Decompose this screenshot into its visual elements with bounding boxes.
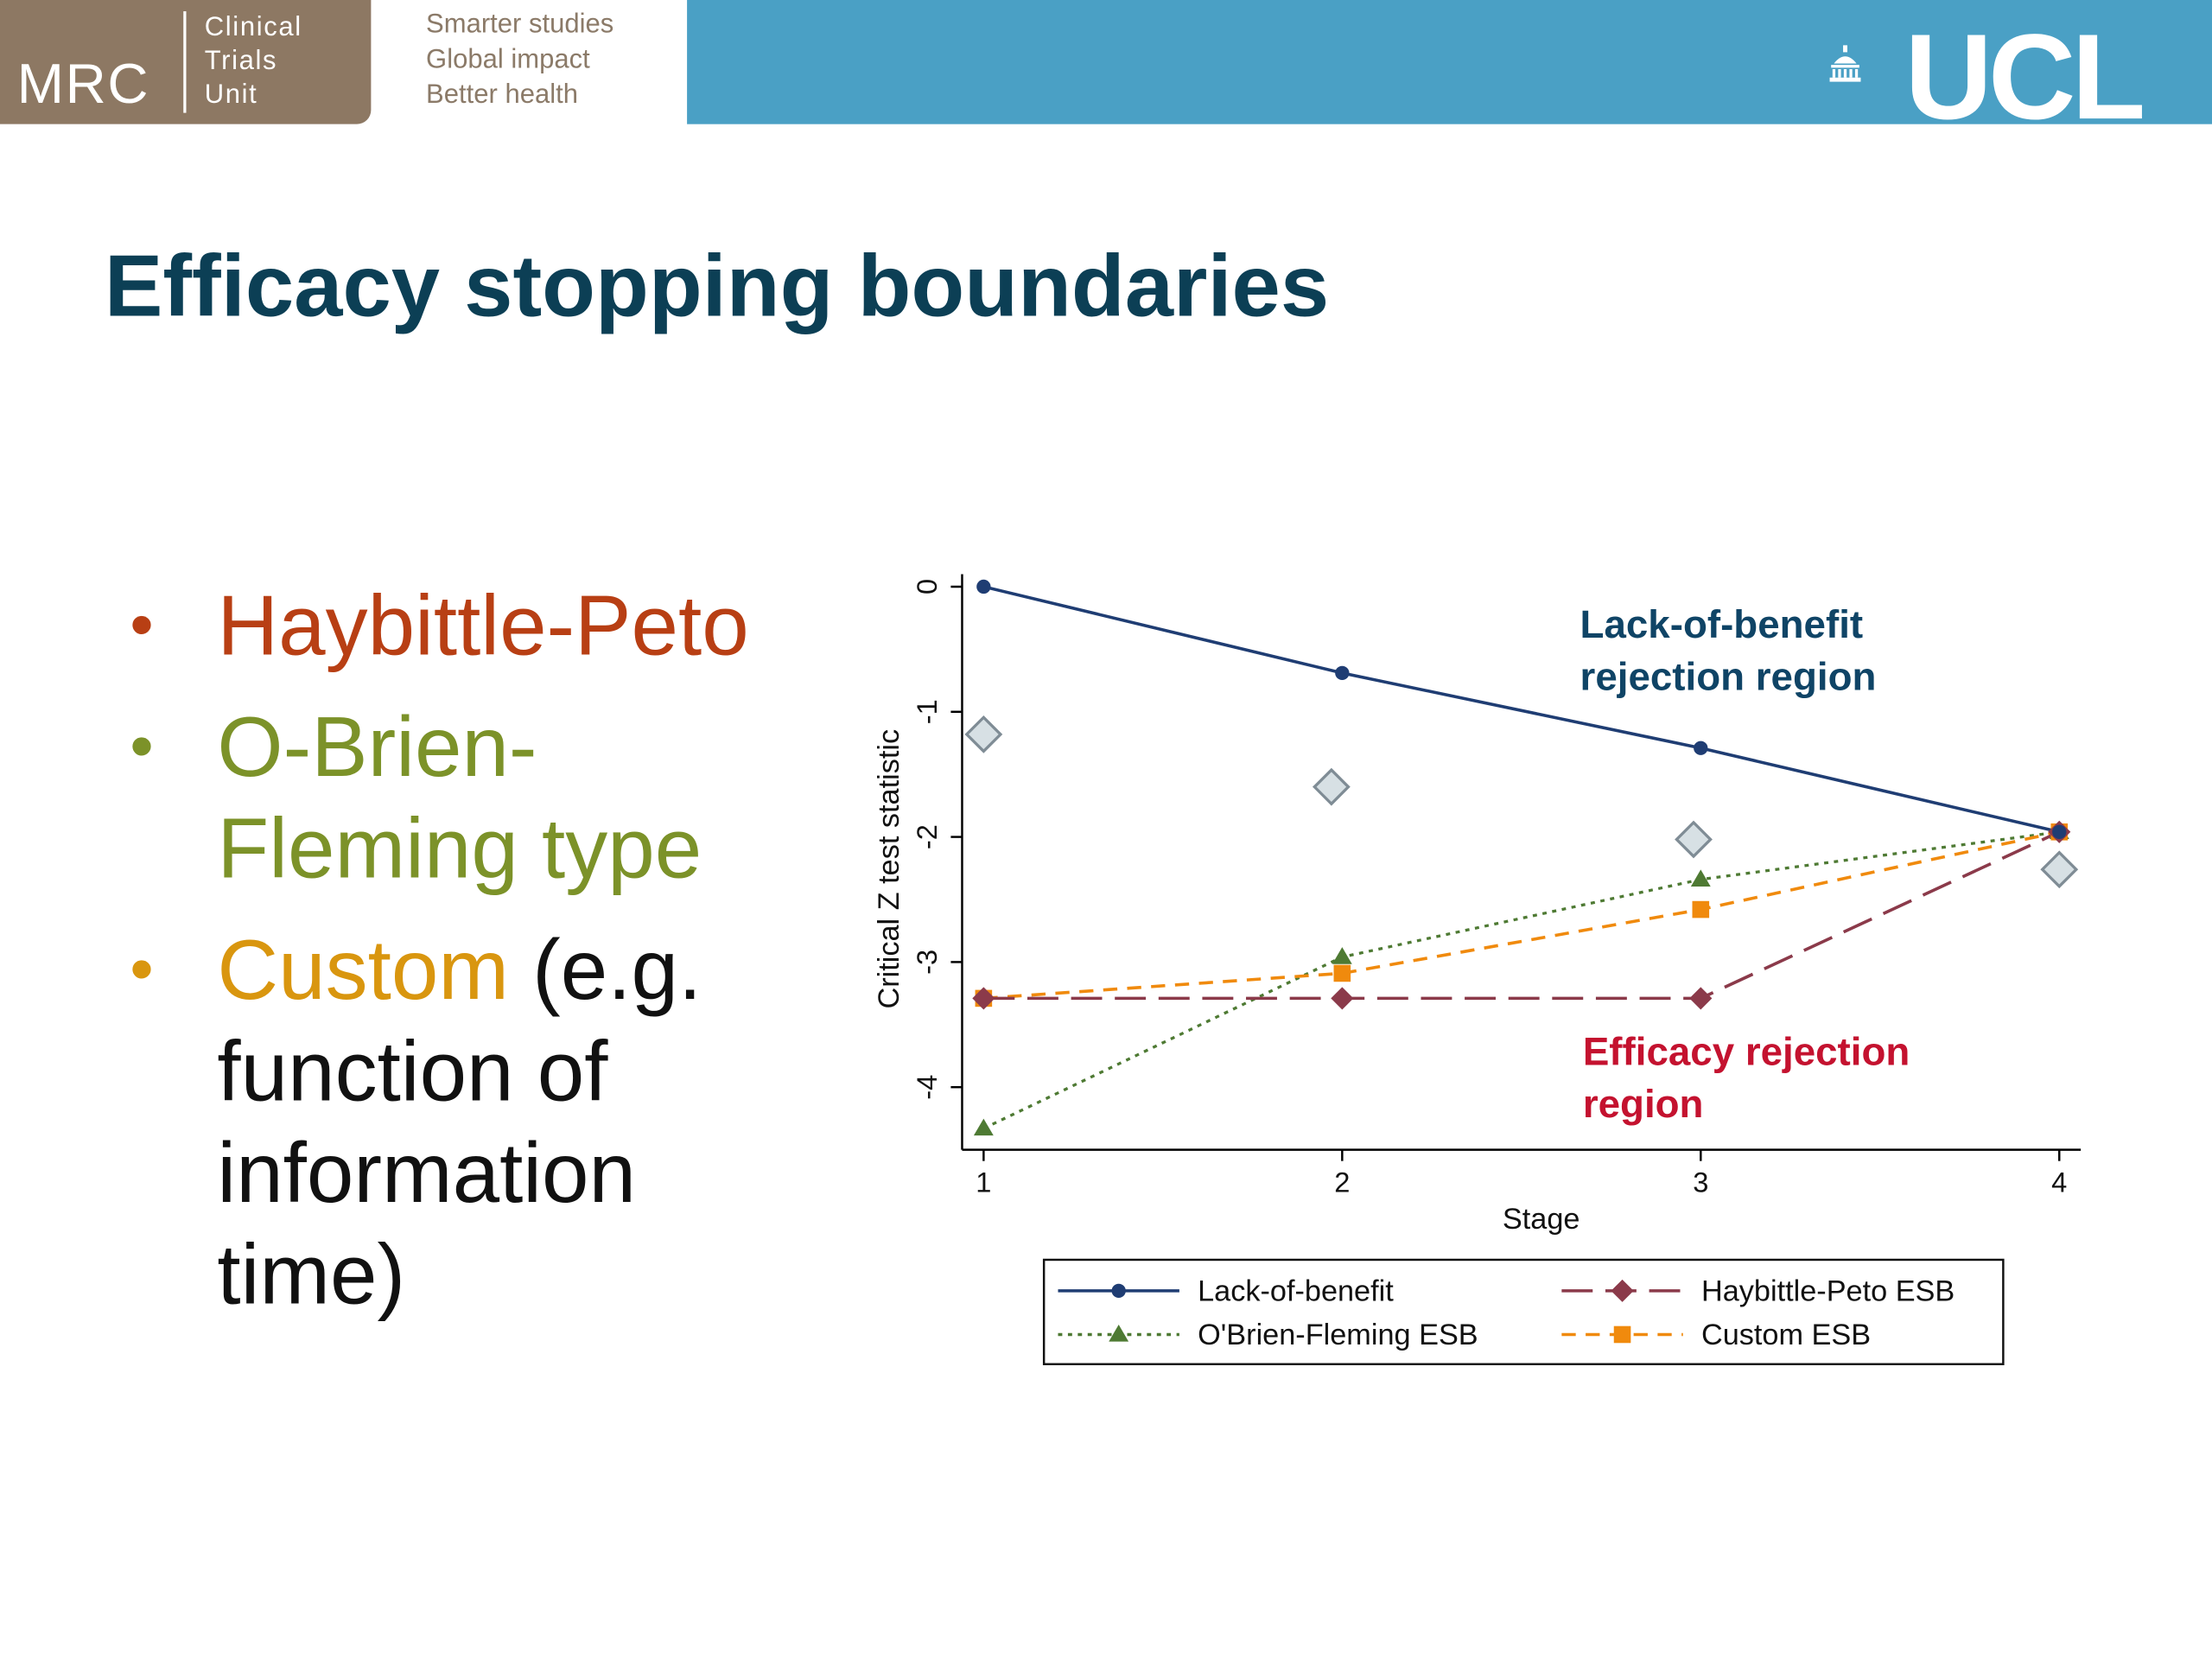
series-line: [982, 830, 2060, 1130]
header-banner: MRC Clinical Trials Unit Smarter studies…: [0, 0, 2212, 124]
mrc-ctu-logo: MRC Clinical Trials Unit: [0, 0, 372, 124]
annotation-text: Lack-of-benefit: [1580, 602, 1864, 646]
bullet-obrien-fleming: • O-Brien-Fleming type: [130, 697, 792, 900]
legend-marker: [1109, 1325, 1129, 1342]
series-line: [983, 830, 2060, 1001]
data-point: [1331, 987, 1354, 1010]
bullet-dot: •: [130, 932, 154, 1007]
bullet-list: • Haybittle-Peto • O-Brien-Fleming type …: [130, 575, 792, 1345]
series-line: [983, 830, 2061, 1001]
data-point: [1689, 987, 1713, 1010]
y-axis-label: Critical Z test statistic: [873, 729, 906, 1009]
reference-diamond-marker: [964, 715, 1003, 753]
bullet-custom: • Custom (e.g. function of information t…: [130, 919, 792, 1325]
bullet-text: O-Brien-Fleming type: [217, 699, 702, 896]
x-tick-label: 4: [2051, 1166, 2067, 1198]
y-tick-label: -2: [911, 824, 943, 849]
slide-title: Efficacy stopping boundaries: [104, 238, 1330, 336]
reference-diamond-marker: [1312, 767, 1351, 806]
mrc-logo-line-1: Clinical: [204, 12, 302, 42]
annotation-text: rejection region: [1580, 654, 1877, 698]
data-point: [972, 987, 995, 1010]
legend-marker: [1613, 1325, 1631, 1344]
x-tick-label: 1: [976, 1166, 991, 1198]
ucl-banner: UCL: [687, 0, 2212, 124]
legend-label: Haybittle-Peto ESB: [1701, 1274, 1955, 1307]
x-tick-label: 3: [1693, 1166, 1708, 1198]
ucl-logo-word: UCL: [1904, 10, 2145, 124]
data-point: [1335, 665, 1350, 681]
x-axis-label: Stage: [1503, 1203, 1580, 1236]
bullet-text: Haybittle-Peto: [217, 578, 749, 673]
annotation-text: region: [1583, 1082, 1704, 1126]
annotation-text: Efficacy rejection: [1583, 1030, 1910, 1074]
data-point: [1332, 947, 1352, 964]
ucl-dome-icon: [1829, 45, 1861, 82]
bullet-dot: •: [130, 709, 154, 785]
tagline-3: Better health: [426, 80, 578, 111]
y-tick-label: -1: [911, 699, 943, 724]
stopping-boundaries-chart: 0 -1 -2 -3 -4 1 2 3 4 Stage Critical Z test statis…: [873, 574, 2082, 1365]
data-point: [1692, 900, 1710, 918]
mrc-logo-line-2: Trials: [204, 46, 278, 77]
y-tick-label: -4: [911, 1075, 943, 1100]
legend-label: Custom ESB: [1701, 1319, 1871, 1351]
legend-marker: [1111, 1283, 1126, 1299]
bullet-haybittle-peto: • Haybittle-Peto: [130, 575, 792, 677]
y-tick-label: -3: [911, 950, 943, 975]
mrc-logo-divider: [183, 11, 187, 113]
data-point: [2052, 824, 2067, 839]
mrc-logo-word: MRC: [16, 54, 150, 116]
bullet-dot: •: [130, 588, 154, 664]
series-line: [982, 585, 2060, 834]
reference-diamond-marker: [1675, 820, 1713, 859]
legend-box: [1042, 1258, 2005, 1365]
y-tick-label: 0: [911, 579, 943, 594]
tagline-2: Global impact: [426, 45, 590, 75]
tagline-1: Smarter studies: [426, 10, 614, 40]
data-point: [1690, 869, 1711, 887]
bullet-text-extra: (e.g. function of information time): [217, 922, 702, 1322]
legend-marker: [1611, 1279, 1634, 1302]
x-tick-label: 2: [1334, 1166, 1350, 1198]
legend-label: O'Brien-Fleming ESB: [1198, 1319, 1478, 1351]
bullet-text: Custom: [217, 922, 509, 1018]
reference-diamond-marker: [2040, 850, 2079, 889]
data-point: [1694, 741, 1708, 755]
data-point: [1333, 964, 1351, 982]
data-point: [973, 1118, 994, 1136]
data-point: [976, 579, 991, 594]
mrc-logo-line-3: Unit: [204, 80, 258, 111]
legend-label: Lack-of-benefit: [1198, 1274, 1394, 1307]
